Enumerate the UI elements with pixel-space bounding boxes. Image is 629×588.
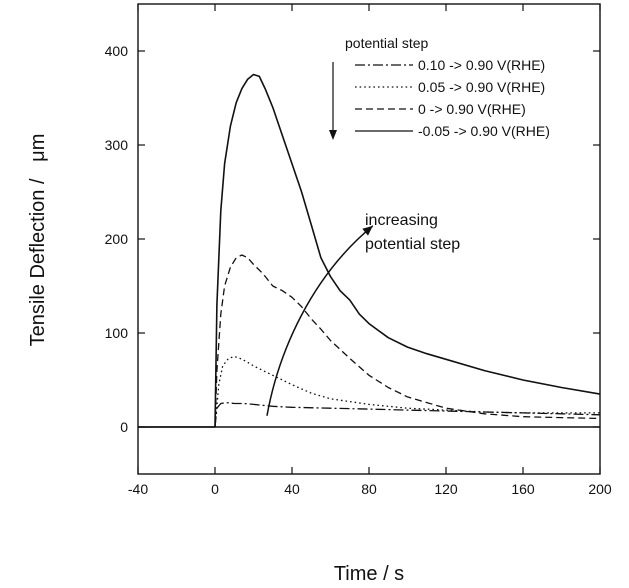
y-tick-label: 200: [105, 231, 129, 247]
legend-arrow-head: [329, 130, 337, 140]
x-tick-label: 200: [588, 481, 612, 497]
x-tick-label: 160: [511, 481, 535, 497]
legend-entry: 0.05 -> 0.90 V(RHE): [418, 79, 545, 95]
y-tick-label: 300: [105, 137, 129, 153]
annotation-arrow-head: [362, 225, 373, 236]
legend: potential step 0.10 -> 0.90 V(RHE) 0.05 ->…: [329, 35, 550, 140]
annotation: increasing potential step: [266, 212, 460, 416]
legend-entry: 0.10 -> 0.90 V(RHE): [418, 57, 545, 73]
tick-label-group: -40 0 40 80 120 160 200 0 100 200 300 400: [105, 43, 612, 497]
tick-group: [137, 4, 601, 474]
annotation-text: potential step: [365, 236, 460, 253]
series-line-3: [214, 254, 601, 428]
y-axis-label: Tensile Deflection / μm: [27, 134, 49, 347]
legend-title: potential step: [345, 35, 428, 51]
y-tick-label: 100: [105, 325, 129, 341]
annotation-arrow: [266, 225, 374, 416]
series-line-4: [214, 73, 601, 428]
y-tick-label: 400: [105, 43, 129, 59]
legend-entry: -0.05 -> 0.90 V(RHE): [418, 123, 550, 139]
series-layer: [138, 73, 601, 428]
legend-entry: 0 -> 0.90 V(RHE): [418, 101, 526, 117]
y-tick-label: 0: [120, 419, 128, 435]
x-tick-label: 0: [211, 481, 219, 497]
x-tick-label: 40: [284, 481, 300, 497]
x-tick-label: -40: [128, 481, 148, 497]
annotation-text: increasing: [365, 212, 438, 229]
x-axis-label: Time / s: [334, 563, 404, 585]
x-tick-label: 80: [361, 481, 377, 497]
x-tick-label: 120: [434, 481, 458, 497]
series-line-1: [214, 401, 601, 428]
